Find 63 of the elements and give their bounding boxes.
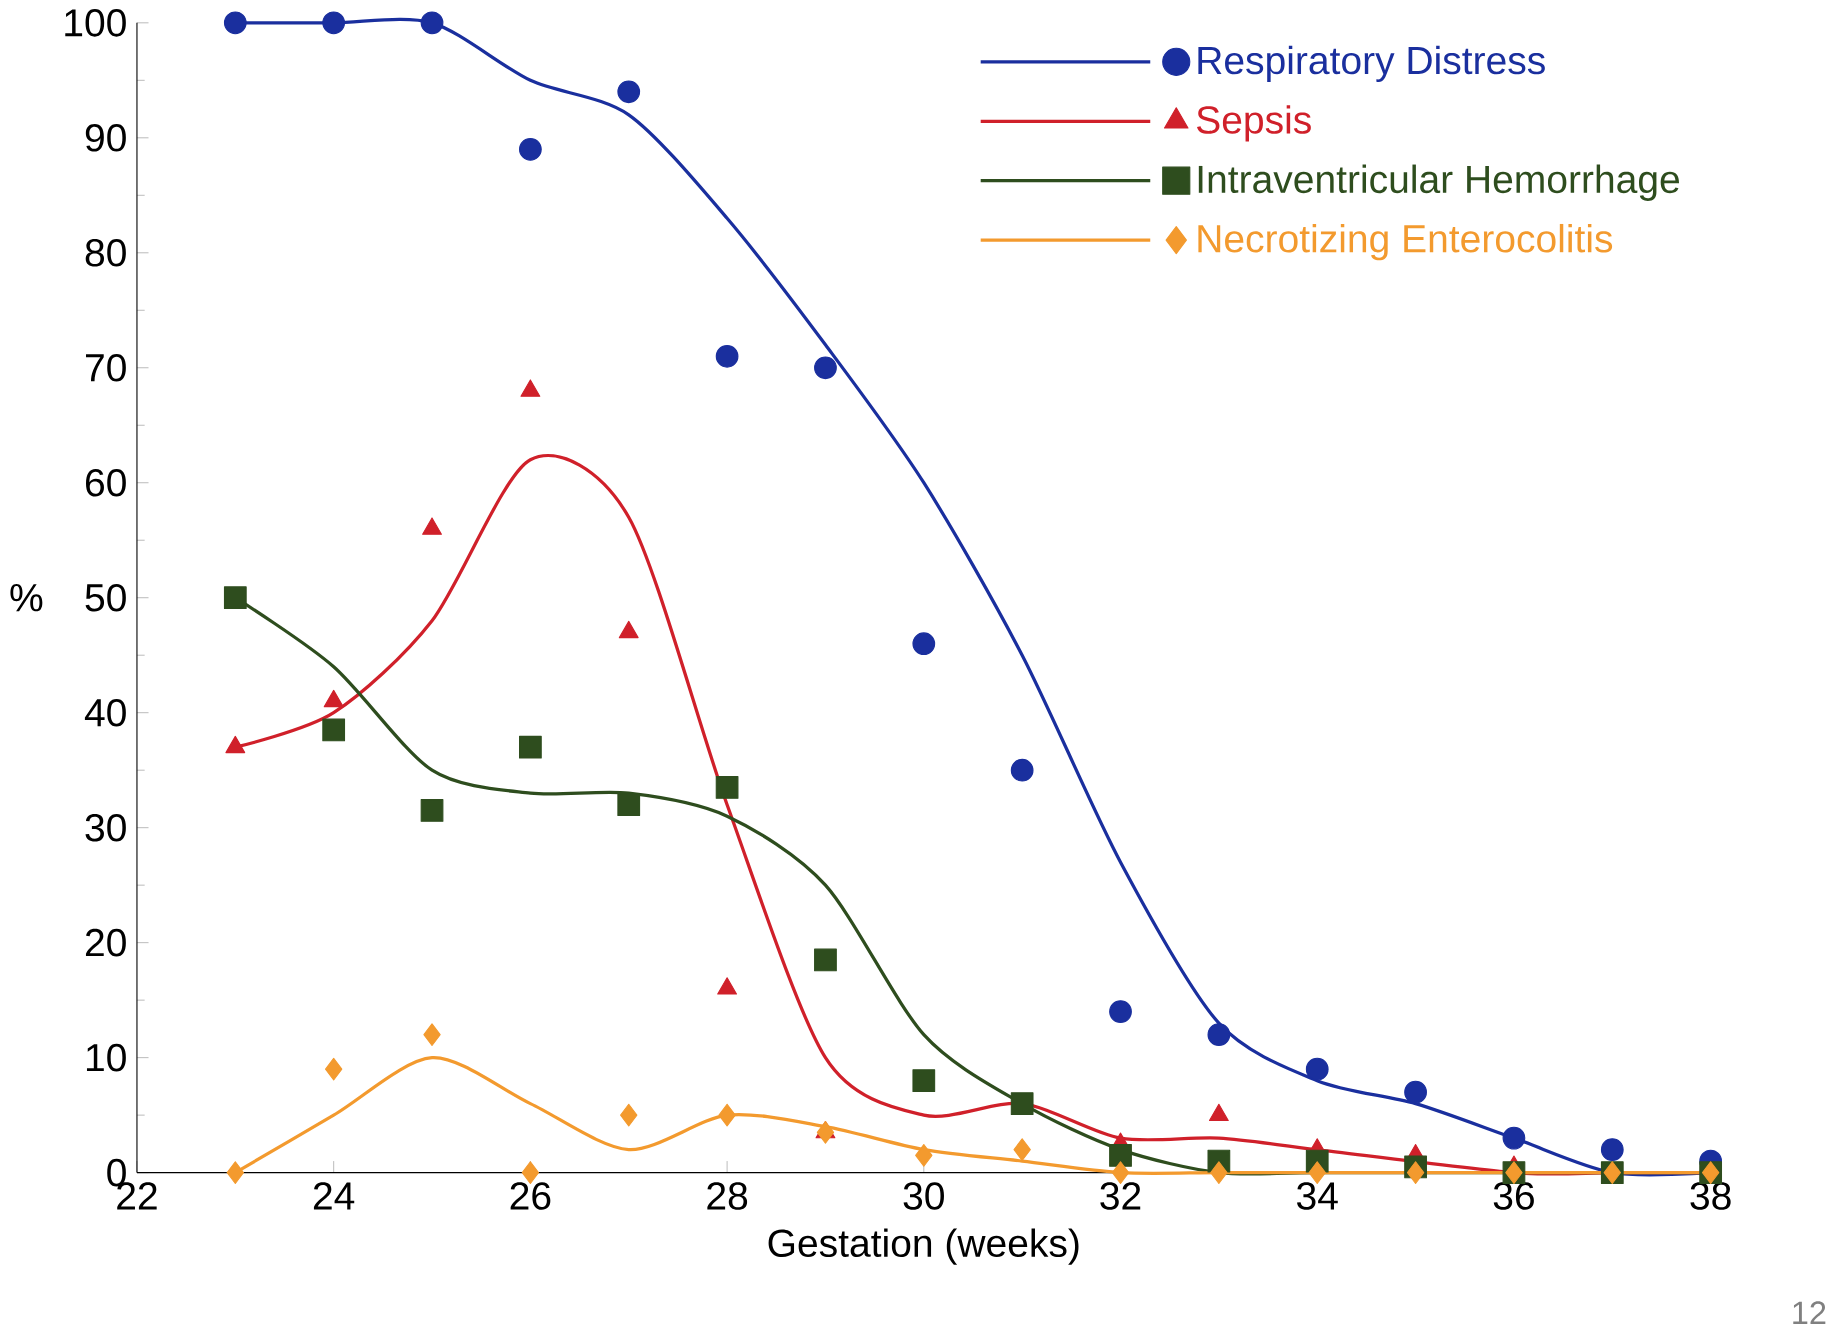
point [1010, 758, 1034, 782]
y-tick-label: 50 [85, 583, 126, 612]
y-tick-label: 20 [85, 928, 126, 957]
point [519, 735, 542, 759]
point [816, 1120, 835, 1144]
point [1308, 1161, 1326, 1184]
point [521, 1161, 540, 1184]
point [1109, 1000, 1132, 1024]
point [1305, 1057, 1329, 1081]
point [1406, 1161, 1425, 1184]
point [322, 718, 346, 742]
point [423, 1023, 441, 1046]
point [1210, 1161, 1228, 1184]
point [1404, 1080, 1427, 1104]
y-axis-title: % [10, 584, 43, 612]
point [1207, 1023, 1231, 1046]
point [715, 776, 739, 799]
point [420, 799, 444, 822]
point [718, 1103, 736, 1127]
point [620, 1103, 638, 1127]
y-tick-label: 80 [85, 238, 126, 267]
point [1109, 1143, 1132, 1167]
x-tick-label: 36 [1493, 1182, 1534, 1210]
point [223, 586, 247, 610]
point [1502, 1126, 1526, 1150]
x-tick-label: 34 [1297, 1182, 1338, 1210]
x-tick-label: 24 [313, 1182, 355, 1210]
y-tick-label: 40 [84, 698, 126, 727]
point [223, 11, 247, 35]
point [617, 80, 641, 104]
x-tick-label: 28 [707, 1182, 748, 1210]
y-tick-label: 10 [86, 1043, 126, 1072]
y-tick-label: 90 [85, 123, 126, 152]
point [519, 137, 542, 161]
point [1013, 1138, 1031, 1161]
point [915, 1143, 933, 1167]
y-tick-label: 100 [65, 9, 126, 37]
x-tick-label: 38 [1690, 1182, 1731, 1210]
point [1600, 1138, 1624, 1161]
point [814, 356, 837, 380]
point [715, 344, 739, 368]
point [912, 1069, 936, 1092]
point [322, 11, 346, 35]
point [1010, 1092, 1034, 1115]
point [912, 632, 936, 656]
legend-label: Necrotizing Enterocolitis [1198, 223, 1613, 261]
point [325, 1057, 343, 1081]
y-tick-label: 70 [86, 353, 126, 382]
point [420, 11, 444, 35]
point [617, 793, 641, 817]
point [1111, 1161, 1130, 1184]
x-tick-label: 26 [510, 1182, 551, 1210]
point [814, 948, 837, 972]
legend-label: Sepsis [1197, 105, 1311, 142]
y-tick-label: 30 [85, 813, 126, 842]
legend-label: Respiratory Distress [1198, 45, 1545, 83]
point [226, 1161, 244, 1184]
y-tick-label: 60 [86, 468, 126, 497]
legend-label: Intraventricular Hemorrhage [1198, 164, 1679, 201]
x-tick-label: 30 [903, 1182, 944, 1210]
x-axis-title: Gestation (weeks) [768, 1228, 1079, 1265]
text: 12 [1793, 1301, 1826, 1325]
x-tick-label: 32 [1100, 1182, 1141, 1210]
